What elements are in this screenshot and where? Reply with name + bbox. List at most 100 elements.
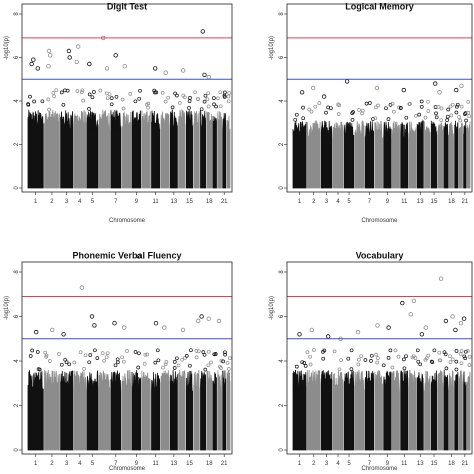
snp-point	[178, 101, 182, 105]
snp-point	[465, 349, 470, 353]
peak-snp-point	[401, 87, 406, 93]
snp-point	[466, 100, 471, 104]
snp-point	[44, 353, 49, 358]
snp-point	[136, 365, 141, 370]
chromosome-2-points	[44, 369, 60, 451]
x-tick-label: 7	[114, 199, 118, 205]
snp-point	[196, 97, 200, 101]
plot-frame	[21, 261, 233, 455]
chromosome-5-points	[86, 369, 99, 451]
chromosome-21-points	[463, 371, 467, 451]
snp-point	[462, 354, 467, 359]
x-axis-label: Chromosome	[109, 218, 146, 224]
chromosome-14-points	[424, 121, 431, 189]
snp-point	[458, 352, 463, 356]
snp-point	[154, 90, 159, 95]
snp-point	[46, 97, 51, 102]
x-tick-label: 2	[50, 461, 54, 467]
snp-point	[402, 366, 407, 371]
chromosome-6-points	[98, 109, 111, 189]
snp-point	[396, 354, 401, 359]
snp-point	[360, 111, 364, 116]
peak-snp-point	[433, 81, 438, 86]
snp-point	[302, 361, 307, 365]
snp-point	[37, 367, 42, 372]
x-tick-label: 2	[50, 199, 54, 205]
x-tick-label: 1	[298, 461, 302, 467]
snp-point	[467, 114, 471, 119]
peak-snp-point	[195, 318, 201, 324]
chromosome-22-points	[466, 371, 471, 451]
x-tick-label: 9	[386, 199, 390, 205]
snp-point	[313, 104, 318, 109]
snp-point	[458, 118, 463, 123]
snp-point	[82, 367, 86, 371]
chromosome-16-points	[437, 122, 444, 189]
x-tick-label: 3	[325, 199, 329, 205]
snp-point	[54, 88, 59, 93]
y-axis-label: -log10(p)	[4, 36, 10, 60]
snp-point	[450, 102, 455, 107]
snp-point	[155, 348, 160, 353]
y-tick-label: 2	[14, 142, 20, 146]
snp-point	[227, 356, 232, 360]
chromosome-15-points	[430, 370, 438, 451]
peak-snp-point	[34, 329, 39, 335]
snp-point	[187, 106, 191, 110]
snp-point	[223, 350, 227, 355]
snp-point	[121, 106, 126, 111]
snp-point	[120, 355, 124, 360]
peak-snp-point	[153, 321, 159, 326]
snp-point	[219, 366, 223, 370]
snp-point	[102, 358, 107, 363]
peak-snp-point	[419, 332, 425, 337]
snp-point	[402, 357, 406, 362]
peak-snp-point	[35, 66, 40, 71]
snp-point	[337, 367, 342, 372]
peak-snp-point	[309, 327, 314, 333]
panel-3: 0 2 4 6 8 1 2 3 4 5 7 9 11 13 15 18 21 Vocabulary Chromoso…	[269, 250, 473, 472]
panel-1: 0 2 4 6 8 1 2 3 4 5 7 9 11 13 15 18 21 Logical Memory Chro…	[269, 1, 473, 224]
snp-point	[205, 97, 210, 102]
snp-point	[454, 367, 459, 372]
snp-point	[445, 118, 449, 122]
snp-point	[356, 362, 361, 367]
snp-point	[414, 113, 418, 118]
x-tick-label: 4	[78, 461, 82, 467]
peak-snp-point	[122, 63, 127, 69]
snp-point	[467, 355, 472, 359]
x-tick-label: 18	[206, 199, 213, 205]
x-tick-label: 11	[401, 461, 408, 467]
snp-point	[43, 350, 48, 355]
chromosome-17-points	[200, 110, 206, 189]
peak-snp-point	[67, 55, 72, 60]
peak-snp-point	[112, 321, 117, 326]
snp-point	[47, 107, 51, 112]
snp-point	[145, 352, 149, 357]
snp-point	[115, 357, 120, 362]
snp-point	[437, 350, 442, 355]
peak-snp-point	[136, 254, 141, 259]
snp-point	[226, 99, 231, 104]
x-tick-label: 21	[462, 461, 469, 467]
snp-point	[430, 360, 435, 364]
peak-snp-point	[46, 48, 52, 54]
snp-point	[173, 91, 177, 96]
snp-point	[294, 112, 299, 117]
chromosome-1-points	[292, 120, 307, 189]
chromosome-3-points	[320, 370, 333, 451]
plot-frame	[21, 3, 233, 193]
chromosome-9-points	[383, 121, 392, 189]
chromosome-22-points	[226, 370, 231, 451]
peak-snp-point	[459, 83, 464, 88]
chromosome-20-points	[217, 370, 222, 451]
chromosome-12-points	[408, 121, 417, 189]
chromosome-1-points	[292, 369, 307, 451]
snp-point	[201, 350, 206, 354]
snp-point	[78, 350, 83, 355]
x-tick-label: 13	[417, 199, 424, 205]
snp-point	[419, 99, 424, 104]
y-axis-label: -log10(p)	[269, 296, 275, 320]
snp-point	[448, 354, 452, 359]
chromosome-6-points	[354, 369, 365, 451]
